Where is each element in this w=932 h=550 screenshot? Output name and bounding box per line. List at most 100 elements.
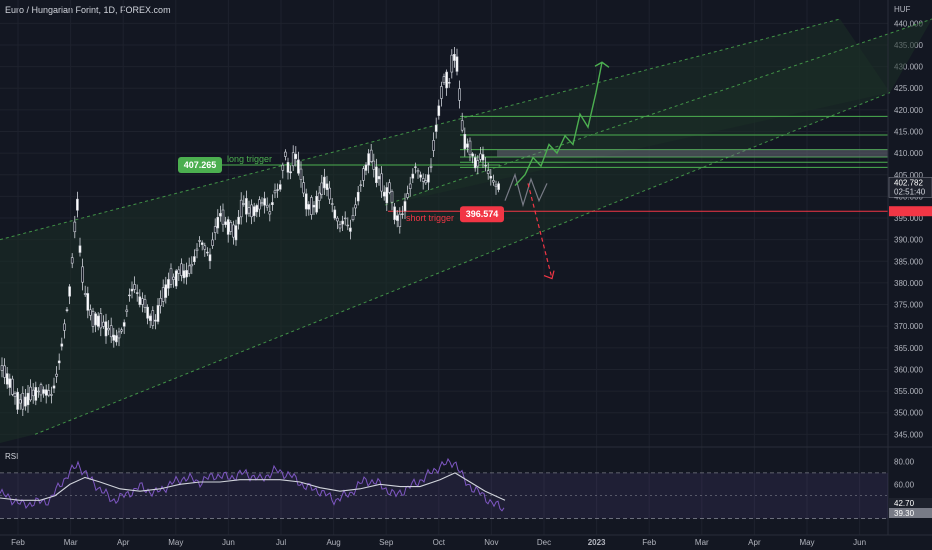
candle-body [78, 245, 82, 253]
candle-body [442, 76, 446, 84]
candle-body [291, 152, 295, 167]
candle-body [398, 213, 402, 227]
candle-body [294, 153, 298, 159]
target-zone [497, 149, 888, 158]
candle-body [369, 149, 373, 162]
candle-body [395, 215, 399, 221]
short-trigger-text: short trigger [406, 213, 454, 223]
candle-body [380, 173, 383, 192]
candle-body [315, 196, 318, 213]
candle-body [419, 174, 422, 178]
candle-body [359, 184, 363, 186]
rsi-tick-label: 80.00 [894, 457, 915, 466]
candle-body [317, 192, 321, 201]
candle-body [190, 263, 194, 267]
candle-body [208, 254, 212, 262]
candle-body [154, 319, 157, 322]
candle-body [481, 154, 485, 161]
rsi-band [0, 472, 888, 519]
candle-body [372, 160, 376, 170]
x-tick-label: Feb [642, 538, 656, 547]
candle-body [385, 187, 389, 204]
candle-body [102, 321, 105, 327]
candle-body [255, 205, 259, 213]
candle-body [273, 190, 277, 194]
y-tick-label: 390.000 [894, 236, 923, 245]
candle-body [494, 184, 498, 187]
candle-body [307, 204, 311, 210]
candle-body [224, 221, 227, 225]
x-tick-label: Jun [853, 538, 866, 547]
candle-body [245, 198, 248, 215]
candle-body [351, 215, 355, 220]
candle-body [276, 189, 279, 191]
candle-body [112, 334, 116, 341]
candle-body [281, 164, 285, 171]
candle-body [221, 209, 225, 225]
y-tick-label: 405.000 [894, 171, 923, 180]
candle-body [492, 180, 495, 183]
y-tick-label: 350.000 [894, 409, 923, 418]
candle-body [57, 360, 61, 364]
candle-body [416, 170, 420, 173]
lower-channel-line [384, 18, 932, 206]
candle-body [133, 284, 136, 290]
candle-body [172, 276, 175, 280]
candle-body [429, 165, 433, 168]
candle-body [65, 309, 69, 311]
candle-body [299, 168, 303, 180]
y-tick-label: 380.000 [894, 279, 923, 288]
candle-body [130, 288, 134, 292]
rsi-label: RSI [5, 452, 19, 461]
candle-body [185, 270, 188, 278]
candle-body [128, 294, 131, 297]
candle-body [198, 240, 201, 242]
candles [0, 47, 500, 416]
rsi-ma-line [0, 472, 506, 501]
bar-countdown: 02:51:40 [894, 187, 926, 196]
y-tick-label: 395.000 [894, 214, 923, 223]
candle-body [338, 224, 342, 229]
candle-body [260, 202, 264, 205]
candle-body [42, 389, 45, 394]
candle-body [104, 321, 108, 337]
x-tick-label: Mar [64, 538, 78, 547]
candle-body [182, 270, 186, 279]
candle-body [489, 175, 493, 179]
candle-body [143, 299, 147, 308]
y-tick-label: 375.000 [894, 301, 923, 310]
current-price-badge [888, 177, 932, 198]
candle-body [328, 187, 331, 200]
candle-body [455, 56, 459, 72]
candle-body [120, 329, 123, 332]
y-tick-label: 420.000 [894, 106, 923, 115]
candle-body [323, 176, 326, 189]
bullish-arrowhead [594, 61, 610, 68]
candle-body [278, 184, 282, 190]
candle-body [286, 162, 290, 173]
candle-body [203, 245, 207, 250]
candle-body [476, 160, 480, 167]
candle-body [450, 54, 454, 73]
candle-body [297, 159, 300, 174]
candle-body [239, 199, 243, 218]
x-tick-label: Oct [433, 538, 446, 547]
x-tick-label: Apr [117, 538, 130, 547]
y-tick-label: 440.000 [894, 19, 923, 28]
candle-body [24, 396, 27, 407]
candle-body [3, 365, 6, 378]
x-tick-label: Nov [484, 538, 498, 547]
sideways-projection [504, 172, 548, 208]
upper-channel-line [0, 18, 841, 241]
candle-body [122, 322, 126, 327]
candle-body [354, 204, 357, 209]
candle-body [320, 182, 324, 195]
candle-body [52, 385, 56, 389]
candle-body [83, 293, 87, 295]
long-trigger-value: 407.265 [184, 160, 217, 170]
candle-body [479, 153, 482, 160]
x-tick-label: Jun [222, 538, 235, 547]
candle-body [125, 309, 129, 312]
rsi-line [0, 457, 505, 512]
